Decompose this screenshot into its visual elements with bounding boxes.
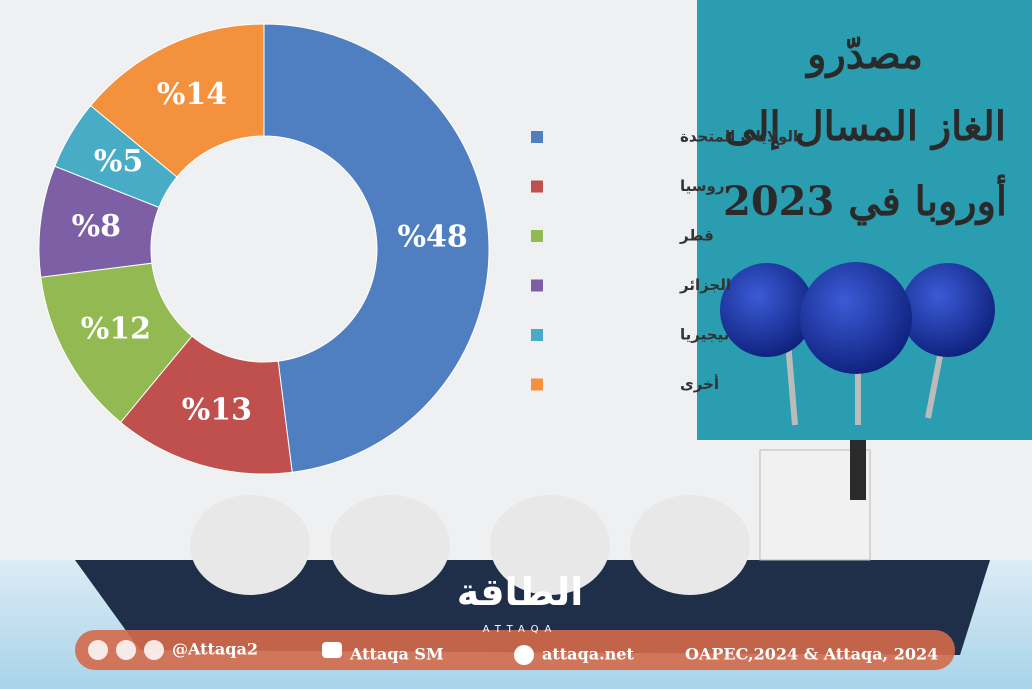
legend-label: الولايات المتحدة [680,128,798,146]
segment-label: %14 [157,77,227,112]
segment-label: %8 [72,209,121,244]
icon [322,642,342,658]
icon [88,640,108,660]
chart: مصدّرو الغاز المسال إلى أوروبا في 2023 ا… [0,0,1032,689]
logo: الطاقة [457,570,584,614]
site: attaqa.net [542,645,634,664]
segment-label: %48 [398,219,468,254]
icon [514,645,534,665]
icon [116,640,136,660]
legend-swatch [531,280,543,292]
legend-label: روسيا [680,177,724,195]
handle: @Attaqa2 [172,640,258,659]
legend-label: نيجيريا [680,326,729,344]
legend-swatch [531,181,543,193]
title-line: مصدّرو [804,31,923,79]
segment-label: %12 [81,311,151,346]
legend-swatch [531,379,543,391]
segment-label: %13 [182,392,252,427]
legend-label: الجزائر [679,276,731,294]
logo-sub: ATTAQA [483,624,558,635]
icon [144,640,164,660]
legend-swatch [531,329,543,341]
legend-swatch [531,230,543,242]
channel: Attaqa SM [349,645,444,664]
page: {"chart_data": {"type": "donut", "title"… [0,0,1032,689]
legend-swatch [531,131,543,143]
source: OAPEC,2024 & Attaqa, 2024 [685,645,938,664]
segment-label: %5 [94,144,143,179]
legend-label: قطر [679,227,714,245]
title-line: أوروبا في 2023 [723,173,1007,226]
legend-label: أخرى [680,374,719,393]
